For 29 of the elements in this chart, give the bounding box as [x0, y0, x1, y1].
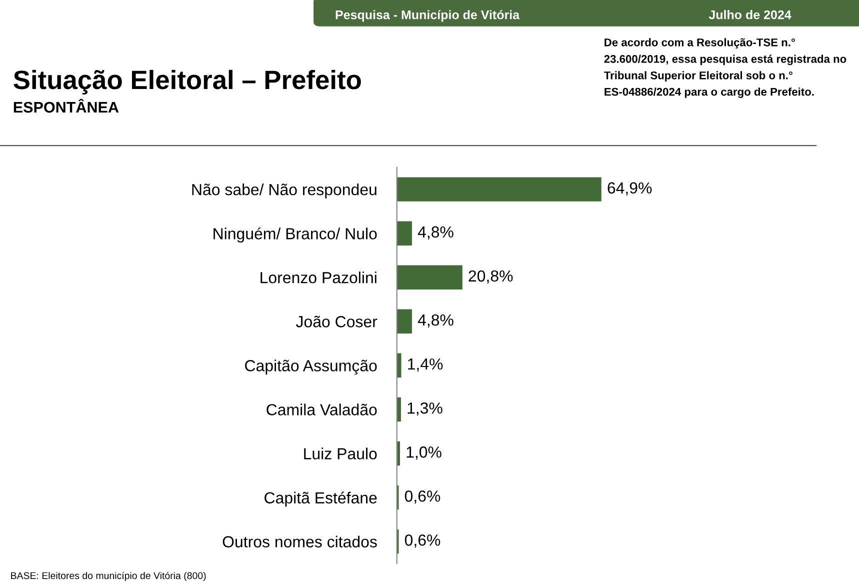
data-label: 20,8%: [468, 270, 513, 284]
chart-title: Situação Eleitoral – Prefeito: [14, 70, 361, 94]
y-tick-label: João Coser: [296, 316, 378, 328]
y-tick-label: Não sabe/ Não respondeu: [192, 184, 376, 198]
data-label: 0,6%: [404, 490, 440, 504]
text: Pesquisa - Município de Vitória: [336, 10, 520, 22]
bar: [396, 177, 602, 202]
y-tick-label: Capitão Assumção: [245, 360, 377, 375]
y-tick-label: Camila Valadão: [266, 404, 377, 416]
y-tick-label: Outros nomes citados: [222, 536, 377, 548]
bar: [396, 265, 462, 290]
data-label: 1,4%: [408, 358, 443, 372]
y-tick-label: Lorenzo Pazolini: [260, 272, 376, 284]
data-label: 1,0%: [406, 446, 442, 460]
data-label: 1,3%: [408, 402, 442, 416]
text: De acordo com a Resolução-TSE n.° 23.600/2019, essa pesquisa está registrada no Tribunal Superior Eleitoral sob o n.° ES-04886/2024 para o cargo de Prefeito.: [604, 38, 846, 98]
bar: [396, 353, 402, 378]
text: BASE: Eleitores do município de Vitória (800): [11, 572, 206, 582]
data-label: 4,8%: [418, 226, 454, 240]
data-label: 4,8%: [418, 314, 454, 328]
data-label: 64,9%: [608, 182, 652, 196]
y-tick-label: Luiz Paulo: [304, 448, 377, 460]
bar: [396, 221, 412, 246]
data-label: 0,6%: [404, 534, 440, 548]
y-tick-label: Capitã Estéfane: [264, 492, 377, 507]
y-tick-label: Ninguém/ Branco/ Nulo: [214, 227, 377, 243]
text: Julho de 2024: [708, 10, 792, 20]
bar: [396, 309, 412, 334]
text: ESPONTÂNEA: [14, 98, 119, 113]
